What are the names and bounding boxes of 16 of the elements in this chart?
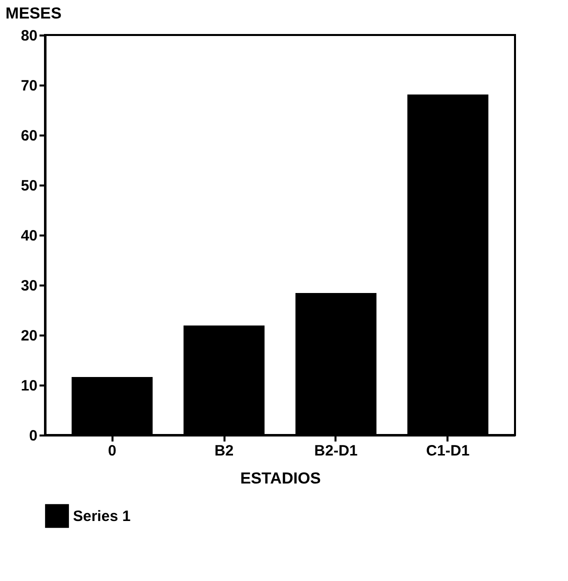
y-tick-label: 70 bbox=[20, 78, 38, 94]
y-tick-label: 10 bbox=[20, 378, 38, 394]
x-tick-label: B2 bbox=[214, 442, 234, 460]
y-tick-label: 50 bbox=[20, 178, 38, 194]
y-tick-label: 30 bbox=[20, 278, 38, 294]
legend-label: Series 1 bbox=[73, 508, 131, 525]
y-tick-label: 40 bbox=[20, 228, 38, 244]
x-tick-label: 0 bbox=[108, 442, 116, 460]
y-axis-title: MESES bbox=[6, 6, 62, 22]
y-tick-label: 80 bbox=[20, 28, 38, 44]
x-axis-title: ESTADIOS bbox=[240, 470, 322, 488]
x-tick-label: C1-D1 bbox=[426, 442, 470, 460]
y-tick-label: 0 bbox=[29, 428, 38, 444]
y-tick-label: 20 bbox=[20, 328, 38, 344]
y-tick-label: 60 bbox=[20, 128, 38, 144]
x-tick-label: B2-D1 bbox=[314, 442, 358, 460]
